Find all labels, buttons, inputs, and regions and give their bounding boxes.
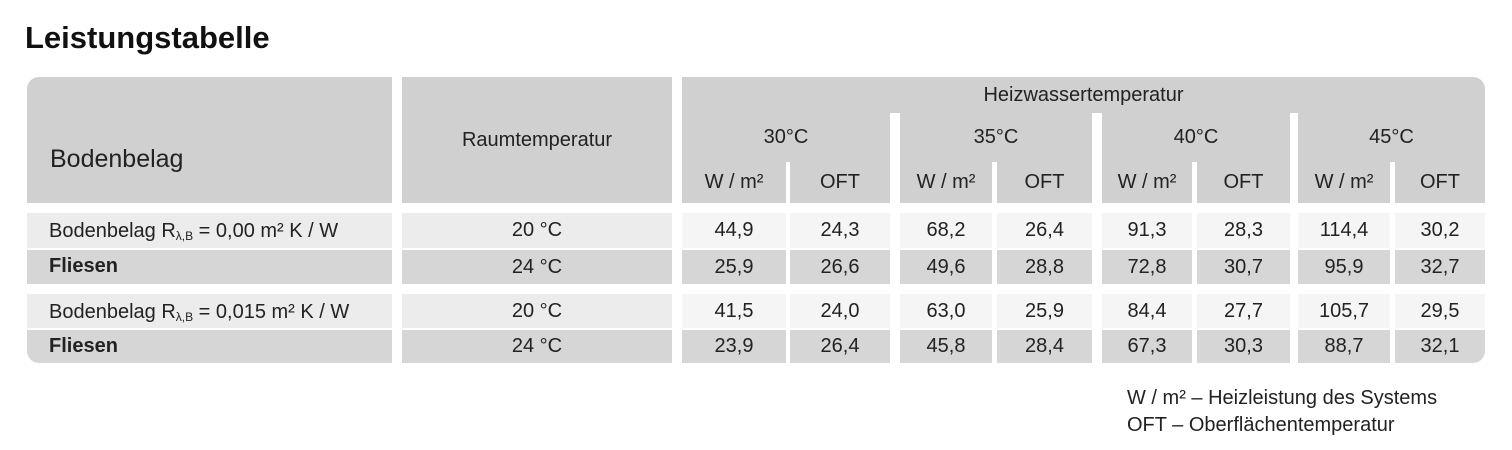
value-cell: 105,7 bbox=[1298, 294, 1390, 328]
subheader: W / m² bbox=[1298, 162, 1390, 203]
label-cell: Fliesen bbox=[27, 250, 392, 284]
temperature-header: 35°C bbox=[900, 113, 1092, 162]
value-cell: 72,8 bbox=[1102, 250, 1192, 284]
subheader: OFT bbox=[790, 162, 890, 203]
subheader: OFT bbox=[1197, 162, 1290, 203]
material: Fliesen bbox=[49, 335, 118, 357]
value-cell: 26,6 bbox=[790, 250, 890, 284]
floor-label: Bodenbelag Rλ,B = 0,015 m² K / W bbox=[49, 301, 349, 324]
room-temperature: 24 °C bbox=[402, 330, 672, 363]
room-temperature: 20 °C bbox=[402, 213, 672, 248]
label-prefix: Bodenbelag R bbox=[49, 220, 176, 242]
value-cell: 29,5 bbox=[1395, 294, 1485, 328]
subheader: W / m² bbox=[900, 162, 992, 203]
value-cell: 23,9 bbox=[682, 330, 786, 363]
value-cell: 44,9 bbox=[682, 213, 786, 248]
value-cell: 63,0 bbox=[900, 294, 992, 328]
title: Leistungstabelle bbox=[25, 20, 270, 55]
subheader: OFT bbox=[1395, 162, 1485, 203]
value-cell: 30,3 bbox=[1197, 330, 1290, 363]
value-cell: 49,6 bbox=[900, 250, 992, 284]
value-cell: 91,3 bbox=[1102, 213, 1192, 248]
temperature-header: 30°C bbox=[682, 113, 890, 162]
value-cell: 84,4 bbox=[1102, 294, 1192, 328]
label-subscript: λ,B bbox=[175, 229, 194, 243]
room-temperature: 20 °C bbox=[402, 294, 672, 328]
value-cell: 95,9 bbox=[1298, 250, 1390, 284]
value-cell: 30,2 bbox=[1395, 213, 1485, 248]
header-group: Heizwassertemperatur bbox=[682, 77, 1485, 113]
temperature-header: 40°C bbox=[1102, 113, 1290, 162]
temperature-header: 45°C bbox=[1298, 113, 1485, 162]
subheader: W / m² bbox=[682, 162, 786, 203]
value-cell: 32,1 bbox=[1395, 330, 1485, 363]
value-cell: 27,7 bbox=[1197, 294, 1290, 328]
header-label: Bodenbelag bbox=[50, 145, 184, 173]
legend-line: W / m² – Heizleistung des Systems bbox=[1127, 387, 1438, 409]
room-temperature: 24 °C bbox=[402, 250, 672, 284]
value-cell: 25,9 bbox=[997, 294, 1092, 328]
value-cell: 41,5 bbox=[682, 294, 786, 328]
header-cell: Raumtemperatur bbox=[402, 77, 672, 203]
label-cell: Bodenbelag Rλ,B = 0,015 m² K / W bbox=[27, 294, 392, 328]
value-cell: 24,0 bbox=[790, 294, 890, 328]
label-prefix: Bodenbelag R bbox=[49, 301, 176, 323]
material: Fliesen bbox=[49, 255, 118, 277]
label-suffix: = 0,00 m² K / W bbox=[193, 220, 339, 242]
legend-line: OFT – Oberflächentemperatur bbox=[1127, 414, 1395, 436]
value-cell: 24,3 bbox=[790, 213, 890, 248]
value-cell: 26,4 bbox=[997, 213, 1092, 248]
value-cell: 45,8 bbox=[900, 330, 992, 363]
value-cell: 28,4 bbox=[997, 330, 1092, 363]
subheader: W / m² bbox=[1102, 162, 1192, 203]
value-cell: 67,3 bbox=[1102, 330, 1192, 363]
header-cell: Bodenbelag bbox=[27, 77, 392, 203]
label-cell: Bodenbelag Rλ,B = 0,00 m² K / W bbox=[27, 213, 392, 248]
label-subscript: λ,B bbox=[175, 310, 194, 324]
subheader: OFT bbox=[997, 162, 1092, 203]
value-cell: 26,4 bbox=[790, 330, 890, 363]
label-suffix: = 0,015 m² K / W bbox=[193, 301, 350, 323]
value-cell: 114,4 bbox=[1298, 213, 1390, 248]
value-cell: 68,2 bbox=[900, 213, 992, 248]
value-cell: 32,7 bbox=[1395, 250, 1485, 284]
value-cell: 28,8 bbox=[997, 250, 1092, 284]
value-cell: 28,3 bbox=[1197, 213, 1290, 248]
value-cell: 88,7 bbox=[1298, 330, 1390, 363]
value-cell: 25,9 bbox=[682, 250, 786, 284]
floor-label: Bodenbelag Rλ,B = 0,00 m² K / W bbox=[49, 220, 338, 243]
value-cell: 30,7 bbox=[1197, 250, 1290, 284]
label-cell: Fliesen bbox=[27, 330, 392, 363]
